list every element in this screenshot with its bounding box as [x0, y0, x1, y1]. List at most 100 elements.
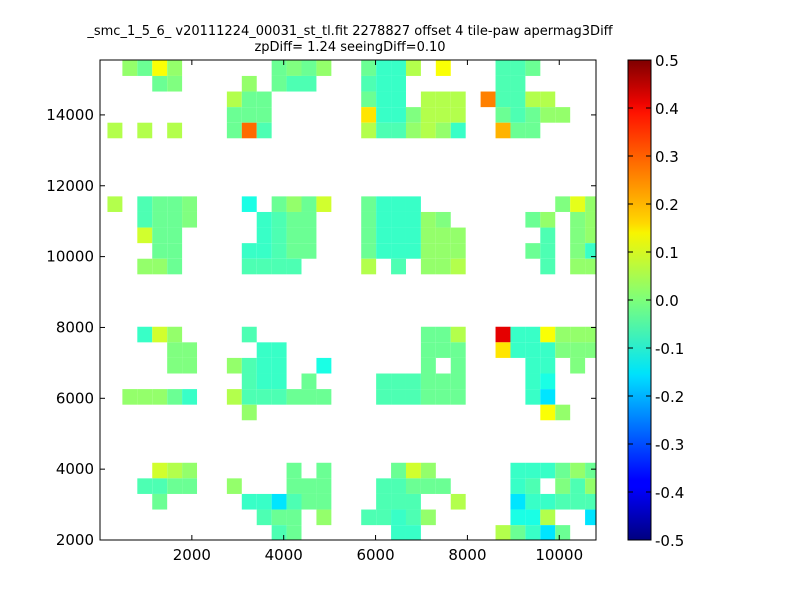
heatmap-cell [241, 389, 257, 405]
heatmap-cell [286, 227, 302, 244]
heatmap-cell [152, 326, 168, 343]
heatmap-cell [435, 211, 451, 228]
heatmap-cell [256, 107, 272, 123]
chart-title: _smc_1_5_6_ v20111224_00031_st_tl.fit 22… [87, 24, 613, 39]
heatmap-cell [167, 243, 183, 259]
heatmap-cell [510, 60, 526, 76]
heatmap-cell [510, 91, 526, 108]
heatmap-cell [405, 122, 421, 139]
heatmap-cell [525, 389, 541, 405]
heatmap-cell [256, 493, 272, 510]
heatmap-cell [405, 243, 421, 259]
heatmap-cell [286, 211, 302, 228]
heatmap-cell [256, 258, 272, 275]
heatmap-cell [435, 326, 451, 343]
heatmap-cell [182, 342, 198, 358]
heatmap-cell [122, 60, 138, 76]
heatmap-cell [316, 196, 332, 212]
heatmap-cell [540, 373, 556, 390]
heatmap-cell [420, 258, 436, 275]
heatmap-cell [495, 75, 511, 92]
heatmap-cell [391, 462, 406, 479]
heatmap-cell [525, 342, 541, 358]
heatmap-cell [420, 243, 436, 259]
heatmap-cell [316, 478, 332, 494]
heatmap-cell [540, 357, 556, 374]
heatmap-cell [152, 75, 168, 92]
heatmap-cell [152, 389, 168, 405]
heatmap-cell [152, 211, 168, 228]
heatmap-cell [391, 493, 406, 510]
heatmap-cell [241, 243, 257, 259]
heatmap-cell [301, 243, 317, 259]
heatmap-cell [510, 493, 526, 510]
heatmap-cell [361, 75, 377, 92]
heatmap-cell [182, 211, 198, 228]
heatmap-cell [271, 196, 287, 212]
heatmap-cell [405, 525, 421, 540]
heatmap-cell [152, 60, 168, 76]
heatmap-cell [420, 357, 436, 374]
heatmap-cell [480, 91, 496, 108]
heatmap-cell [167, 389, 183, 405]
heatmap-cell [420, 342, 436, 358]
heatmap-cell [435, 373, 451, 390]
heatmap-cell [167, 326, 183, 343]
heatmap-cell [540, 389, 556, 405]
heatmap-cell [540, 326, 556, 343]
colorbar-tick-label: 0.1 [655, 244, 679, 262]
heatmap-cell [286, 60, 302, 76]
heatmap-cell [525, 462, 541, 479]
heatmap-cell [570, 462, 586, 479]
heatmap-cell [555, 525, 571, 540]
heatmap-cell [122, 389, 138, 405]
heatmap-cell [450, 326, 466, 343]
heatmap-cell [286, 196, 302, 212]
heatmap-cell [525, 525, 541, 540]
colorbar-tick-label: 0.2 [655, 196, 679, 214]
heatmap-cell [585, 243, 596, 259]
heatmap-cell [301, 478, 317, 494]
heatmap-cell [450, 107, 466, 123]
heatmap-cell [376, 493, 392, 510]
heatmap-cell [376, 196, 392, 212]
heatmap-cell [540, 243, 556, 259]
heatmap-cell [555, 342, 571, 358]
heatmap-cell [435, 122, 451, 139]
heatmap-cell [540, 525, 556, 540]
colorbar-tick-label: -0.4 [655, 484, 684, 502]
heatmap-cell [435, 227, 451, 244]
heatmap-cell [450, 342, 466, 358]
heatmap-cell [241, 357, 257, 374]
heatmap-cell [316, 493, 332, 510]
heatmap-cell [167, 227, 183, 244]
heatmap-cell [420, 373, 436, 390]
heatmap-cell [376, 122, 392, 139]
heatmap-cell [376, 243, 392, 259]
heatmap-cell [435, 60, 451, 76]
heatmap-cell [361, 91, 377, 108]
heatmap-cell [450, 243, 466, 259]
heatmap-cell [271, 211, 287, 228]
heatmap-cell [301, 227, 317, 244]
heatmap-cell [226, 357, 242, 374]
heatmap-cell [241, 493, 257, 510]
heatmap-cell [137, 60, 153, 76]
heatmap-cell [391, 243, 406, 259]
heatmap-cell [391, 91, 406, 108]
heatmap-cell [256, 243, 272, 259]
heatmap-cell [570, 326, 586, 343]
heatmap-cell [510, 342, 526, 358]
heatmap-cell [525, 357, 541, 374]
heatmap-cell [271, 60, 287, 76]
heatmap-cell [152, 493, 168, 510]
heatmap-cell [391, 373, 406, 390]
x-tick-label: 2000 [173, 546, 211, 564]
heatmap-cell [525, 60, 541, 76]
heatmap-cell [420, 326, 436, 343]
heatmap-cell [376, 478, 392, 494]
heatmap-cell [585, 326, 596, 343]
heatmap-cell [271, 525, 287, 540]
heatmap-cell [226, 389, 242, 405]
colorbar-tick-label: 0.5 [655, 52, 679, 70]
